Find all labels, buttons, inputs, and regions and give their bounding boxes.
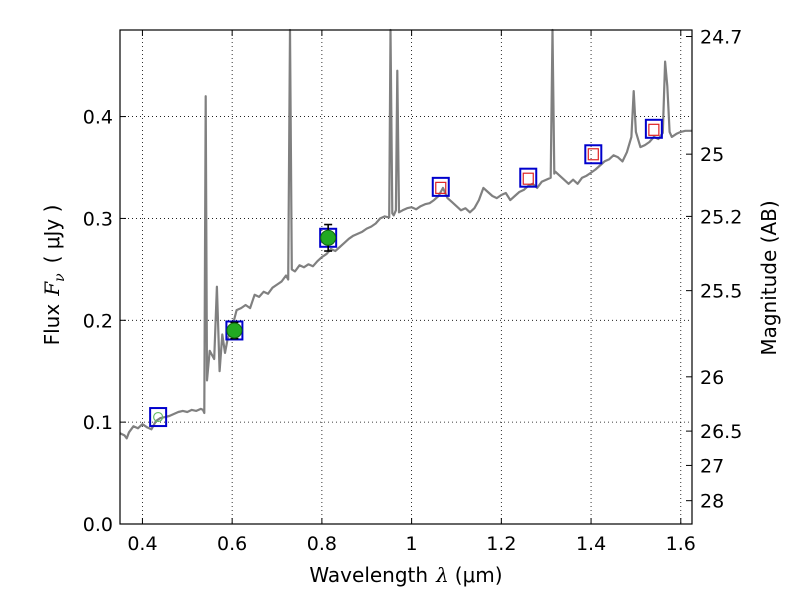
spectrum-line-group [119,28,692,440]
y-axis-title: FluxFν( μJy ) [40,205,68,346]
model-photometry-marker [519,167,538,188]
x-tick-label: 0.4 [127,533,157,555]
y2-tick-label: 25 [700,144,724,166]
x-axis-ticks: 0.4 0.6 0.8 1 1.2 1.4 1.6 [127,30,696,555]
faint-detection-marker [153,411,164,423]
y2-tick-label: 24.7 [700,27,742,49]
observed-photometry-marker [226,322,243,339]
y2-tick-label: 25.5 [700,281,742,303]
upper-limit-marker [522,172,534,185]
x-tick-label: 1.6 [666,533,696,555]
x-axis-title: Wavelength λ (μm) [309,563,502,587]
y2-tick-label: 27 [700,455,724,477]
y2-tick-label: 26 [700,367,724,389]
x-tick-label: 1.4 [576,533,606,555]
upper-limit-marker [587,148,599,161]
x-tick-label: 0.6 [217,533,247,555]
plot-frame [119,29,693,525]
observed-photometry-marker [320,229,337,246]
spectrum-line [119,28,692,440]
y2-tick-label: 25.2 [700,206,742,228]
model-photometry-marker [584,144,603,165]
y-tick-label: 0.2 [83,310,113,332]
y-tick-label: 0.3 [83,208,113,230]
upper-limit-marker [648,123,660,136]
y-tick-label: 0.0 [83,514,113,536]
y2-tick-label: 26.5 [700,421,742,443]
x-tick-label: 0.8 [307,533,337,555]
y2-axis-title: Magnitude (AB) [757,200,781,355]
y-axis-ticks: 0.0 0.1 0.2 0.3 0.4 [83,107,126,536]
y2-axis-ticks: 24.7 25 25.2 25.5 26 26.5 27 28 [686,27,742,513]
photometry-points-group [149,118,663,428]
x-tick-label: 1.2 [486,533,516,555]
x-tick-label: 1 [406,533,418,555]
model-photometry-marker [149,407,168,428]
y2-tick-label: 28 [700,491,724,513]
model-photometry-marker [644,118,663,139]
y-tick-label: 0.4 [83,107,113,129]
upper-limit-marker [435,181,447,194]
model-photometry-marker [431,176,450,197]
y-tick-label: 0.1 [83,412,113,434]
